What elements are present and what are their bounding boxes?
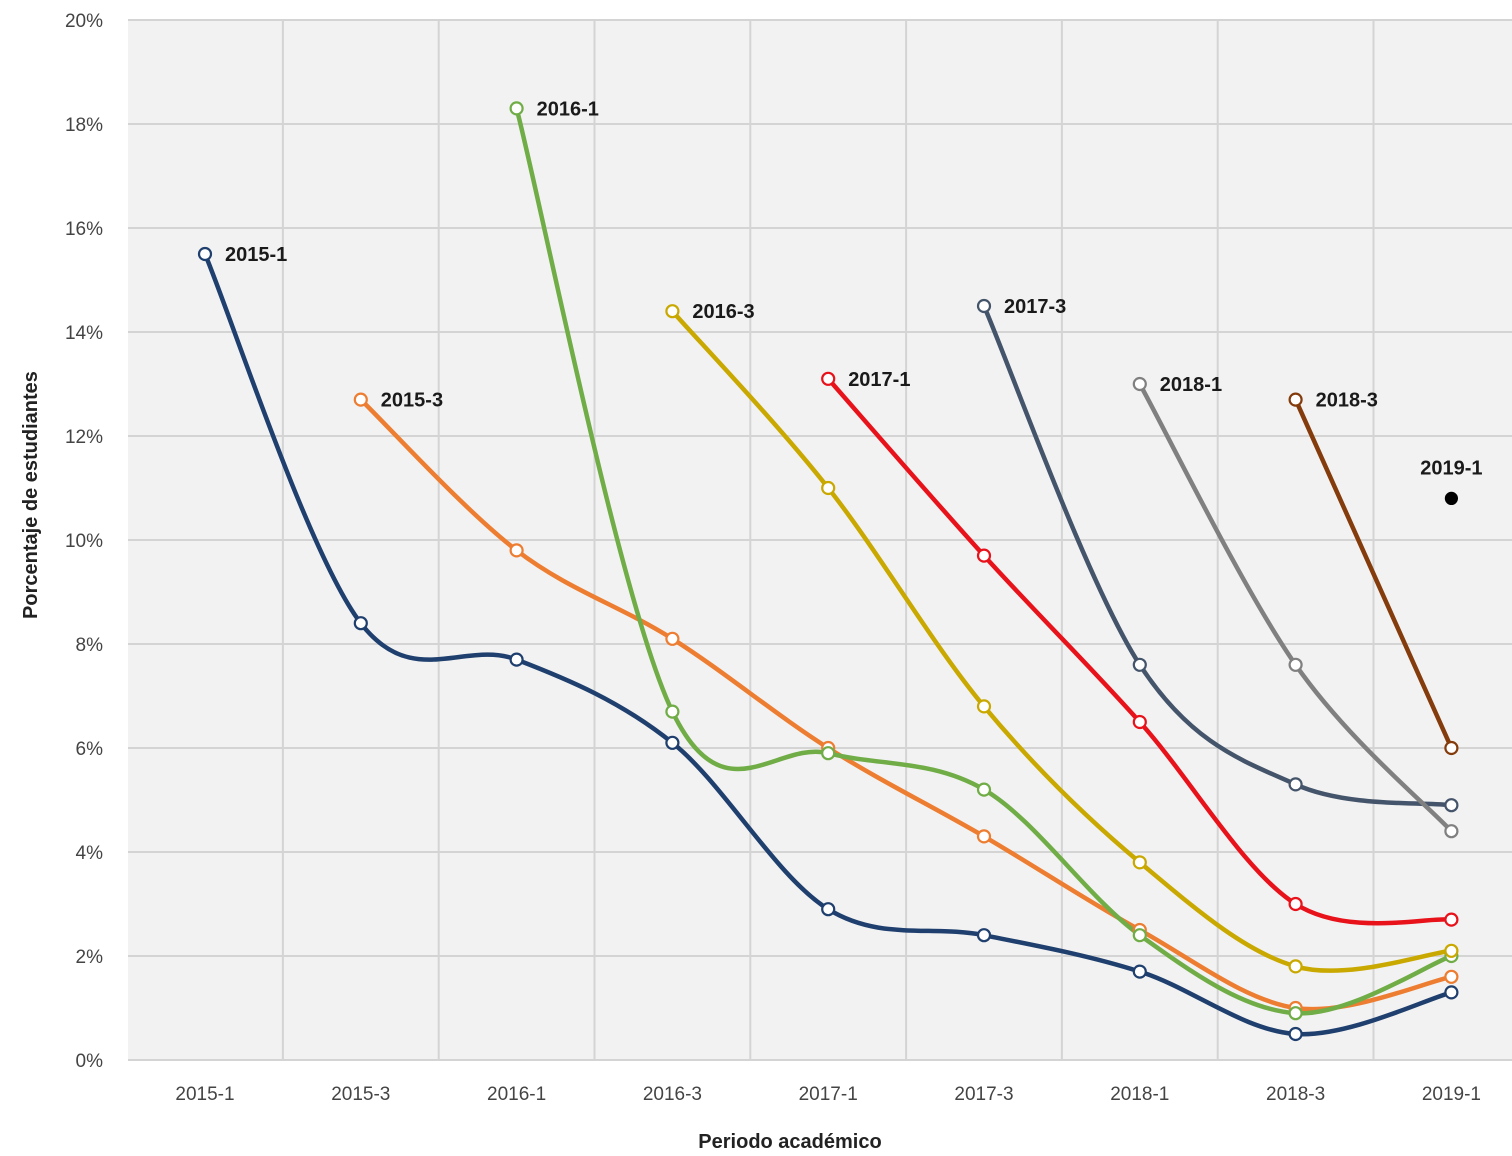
y-tick-label: 14% <box>65 323 103 344</box>
data-point <box>976 699 992 714</box>
x-tick-label: 2019-1 <box>1422 1084 1481 1105</box>
y-tick-label: 18% <box>65 115 103 136</box>
data-point <box>976 829 992 844</box>
gridlines <box>128 19 1512 1061</box>
x-tick-label: 2015-3 <box>331 1084 390 1105</box>
data-point <box>1444 912 1459 927</box>
y-tick-label: 20% <box>65 11 103 32</box>
data-point <box>976 928 992 943</box>
data-point <box>821 480 836 496</box>
series-label: 2018-1 <box>1160 374 1222 396</box>
data-point <box>1288 959 1303 974</box>
x-axis-title: Periodo académico <box>698 1131 881 1153</box>
series-label: 2018-3 <box>1316 390 1378 412</box>
data-point <box>1444 969 1459 984</box>
x-tick-label: 2018-1 <box>1110 1084 1169 1105</box>
series-line <box>981 303 1454 808</box>
data-point <box>976 782 992 797</box>
data-point <box>1444 943 1459 958</box>
x-tick-label: 2016-3 <box>643 1084 702 1105</box>
x-tick-label: 2015-1 <box>175 1084 234 1105</box>
data-point <box>1444 491 1459 505</box>
y-tick-label: 0% <box>76 1051 104 1072</box>
data-point <box>821 902 836 917</box>
series-lines <box>197 101 1459 1042</box>
data-point <box>509 543 524 558</box>
data-point <box>1444 985 1459 1000</box>
data-point <box>1132 714 1147 730</box>
data-point <box>1288 657 1303 672</box>
data-point <box>1132 376 1147 392</box>
series-labels: 2015-1 2015-3 2016-1 2016-3 2017-1 2017-3 2018… <box>225 98 1483 479</box>
data-point <box>1444 798 1459 813</box>
data-point <box>1444 740 1459 756</box>
x-tick-label: 2016-1 <box>487 1084 546 1105</box>
y-tick-label: 4% <box>76 843 104 864</box>
series-line <box>1293 397 1454 751</box>
data-point <box>665 704 680 719</box>
x-axis-ticks: 2015-1 2015-3 2016-1 2016-3 2017-1 2017-3 2018… <box>175 1084 1481 1105</box>
data-point <box>1132 657 1147 672</box>
y-axis-title: Porcentaje de estudiantes <box>20 371 42 619</box>
data-point <box>1288 896 1303 912</box>
data-point <box>665 631 680 646</box>
y-axis-ticks: 0% 2% 4% 6% 8% 10% 12% 14% 16% 18% 20% <box>65 11 103 1072</box>
data-point <box>1288 777 1303 792</box>
y-tick-label: 8% <box>76 635 104 656</box>
data-point <box>976 298 992 314</box>
series-label: 2019-1 <box>1420 457 1482 479</box>
data-point <box>1132 928 1147 943</box>
series-line <box>514 106 1454 1016</box>
y-tick-label: 2% <box>76 947 104 968</box>
data-point <box>976 548 992 563</box>
data-point <box>353 392 368 407</box>
data-point <box>197 246 213 262</box>
data-point <box>1288 1026 1303 1042</box>
data-point <box>1288 392 1303 407</box>
series-label: 2015-1 <box>225 244 287 266</box>
y-tick-label: 6% <box>76 739 104 760</box>
series-label: 2017-3 <box>1004 296 1066 318</box>
x-tick-label: 2017-3 <box>954 1084 1013 1105</box>
y-tick-label: 16% <box>65 219 103 240</box>
series-label: 2016-1 <box>537 98 599 120</box>
data-point <box>665 735 680 750</box>
series-label: 2015-3 <box>381 390 443 412</box>
data-point <box>821 746 836 761</box>
data-point <box>509 101 524 116</box>
x-tick-label: 2017-1 <box>799 1084 858 1105</box>
series-line <box>825 376 1454 926</box>
data-point <box>665 304 680 319</box>
data-point <box>353 616 368 631</box>
data-point <box>1288 1006 1303 1021</box>
data-point <box>1132 964 1147 979</box>
series-line <box>358 397 1454 1012</box>
y-tick-label: 10% <box>65 531 103 552</box>
series-label: 2017-1 <box>848 369 910 391</box>
data-point <box>509 652 524 667</box>
data-point <box>1132 855 1147 870</box>
data-point <box>1444 824 1459 839</box>
x-tick-label: 2018-3 <box>1266 1084 1325 1105</box>
y-tick-label: 12% <box>65 427 103 448</box>
data-point <box>821 371 836 386</box>
series-label: 2016-3 <box>692 301 754 323</box>
